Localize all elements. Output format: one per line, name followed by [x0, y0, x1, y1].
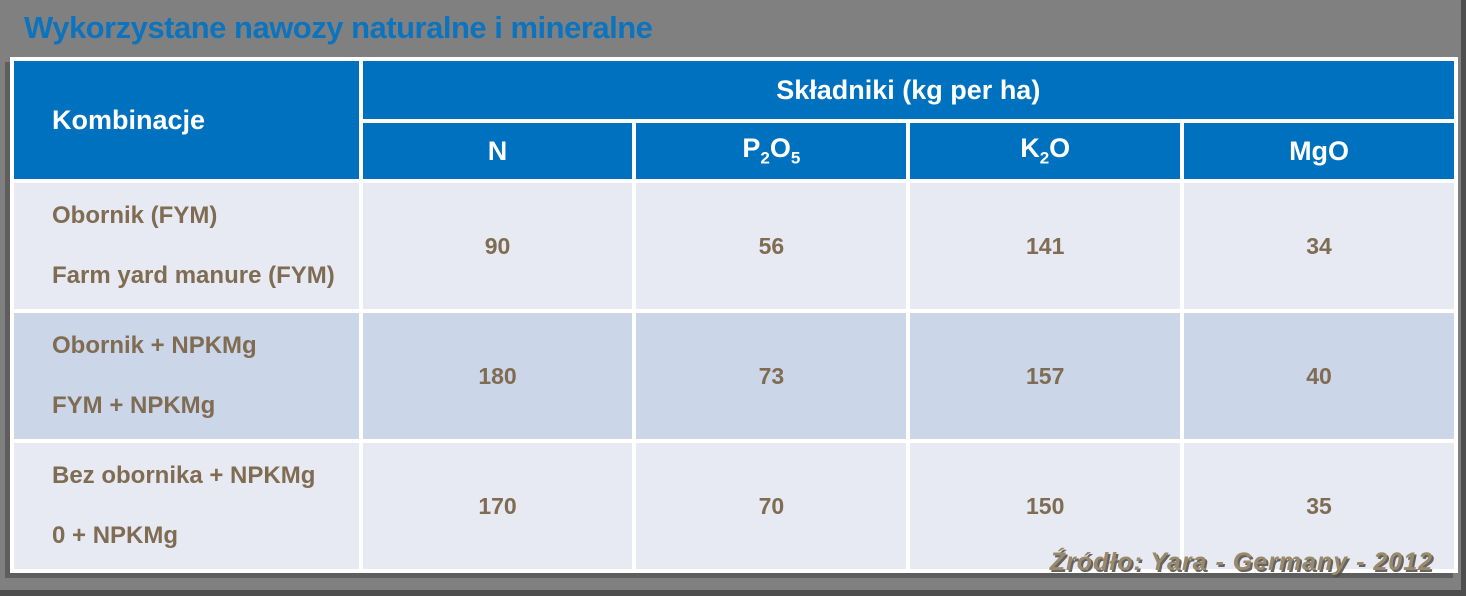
row-name-en: Farm yard manure (FYM) — [52, 261, 335, 289]
value-cell: 180 — [362, 313, 633, 439]
value-cell: 70 — [636, 443, 907, 569]
value-cell: 40 — [1184, 313, 1454, 439]
column-header-k2o: K2O — [910, 123, 1181, 179]
row-name-en: FYM + NPKMg — [52, 391, 216, 419]
table-header: Kombinacje Składniki (kg per ha) N P2O5 … — [14, 61, 1454, 179]
table-body: Obornik (FYM) Farm yard manure (FYM) 90 … — [14, 183, 1454, 569]
column-header-kombinacje: Kombinacje — [14, 61, 359, 179]
combination-name-cell: Obornik + NPKMg FYM + NPKMg — [14, 313, 359, 439]
value-cell: 56 — [636, 183, 907, 309]
table-row: Obornik (FYM) Farm yard manure (FYM) 90 … — [14, 183, 1454, 309]
row-name-pl: Bez obornika + NPKMg — [52, 462, 316, 489]
page-title: Wykorzystane nawozy naturalne i mineraln… — [24, 10, 653, 45]
value-cell: 157 — [910, 313, 1181, 439]
row-name-pl: Obornik (FYM) — [52, 202, 218, 229]
value-cell: 35 — [1184, 443, 1454, 569]
column-group-header-skladniki: Składniki (kg per ha) — [362, 61, 1454, 119]
column-header-mgo: MgO — [1184, 123, 1454, 179]
row-name-pl: Obornik + NPKMg — [52, 332, 257, 359]
column-header-p2o5: P2O5 — [636, 123, 907, 179]
column-header-n: N — [362, 123, 633, 179]
source-note: Źródło: Yara - Germany - 2012 — [1049, 548, 1433, 576]
combination-name-cell: Obornik (FYM) Farm yard manure (FYM) — [14, 183, 359, 309]
table-row: Bez obornika + NPKMg 0 + NPKMg 170 70 150… — [14, 443, 1454, 569]
value-cell: 34 — [1184, 183, 1454, 309]
row-name-en: 0 + NPKMg — [52, 521, 179, 549]
value-cell: 141 — [910, 183, 1181, 309]
value-cell: 150 — [910, 443, 1181, 569]
table-row: Obornik + NPKMg FYM + NPKMg 180 73 157 40 — [14, 313, 1454, 439]
sub-header-row: N P2O5 K2O MgO — [14, 123, 1454, 179]
value-cell: 73 — [636, 313, 907, 439]
fertilizer-table: Kombinacje Składniki (kg per ha) N P2O5 … — [10, 57, 1458, 573]
combination-name-cell: Bez obornika + NPKMg 0 + NPKMg — [14, 443, 359, 569]
value-cell: 90 — [362, 183, 633, 309]
value-cell: 170 — [362, 443, 633, 569]
